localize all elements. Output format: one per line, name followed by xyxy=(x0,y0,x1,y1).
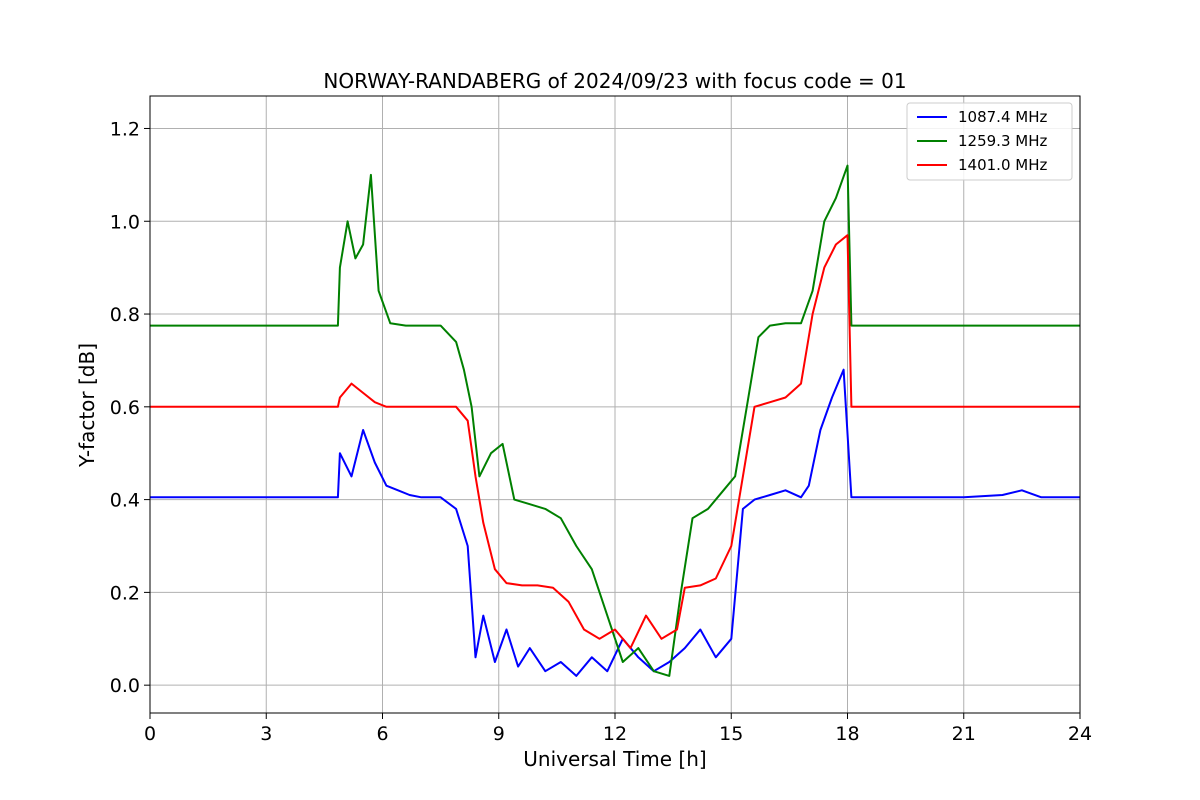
x-tick-label: 0 xyxy=(144,723,156,745)
legend-label-1087: 1087.4 MHz xyxy=(958,108,1047,126)
series-line-1401-0-mhz xyxy=(150,234,1080,650)
x-tick-label: 3 xyxy=(260,723,272,745)
x-tick-label: 21 xyxy=(952,723,976,745)
x-tick-label: 9 xyxy=(493,723,505,745)
series-line-1259-3-mhz xyxy=(150,164,1080,677)
x-tick-label: 12 xyxy=(603,723,627,745)
y-tick-label: 0.2 xyxy=(110,582,140,604)
y-axis-label: Y-factor [dB] xyxy=(75,343,99,468)
y-tick-label: 0.8 xyxy=(110,304,140,326)
x-tick-label: 24 xyxy=(1068,723,1092,745)
ticks: 0 3 6 9 12 15 18 21 24 0.0 0.2 0.4 0.6 0.8 1.0 1.2 xyxy=(110,118,1092,745)
grid xyxy=(149,96,1081,713)
legend-box xyxy=(906,102,1073,181)
chart-title: NORWAY-RANDABERG of 2024/09/23 with focu… xyxy=(323,69,906,93)
y-tick-label: 1.0 xyxy=(110,211,140,233)
series-layer xyxy=(150,164,1080,677)
legend-label-1401: 1401.0 MHz xyxy=(958,156,1047,174)
x-tick-label: 6 xyxy=(376,723,388,745)
y-tick-label: 0.0 xyxy=(110,675,140,697)
x-tick-label: 15 xyxy=(719,723,743,745)
x-tick-label: 18 xyxy=(835,723,859,745)
legend: 1087.4 MHz 1259.3 MHz 1401.0 MHz xyxy=(906,102,1073,181)
y-tick-label: 1.2 xyxy=(110,118,140,140)
legend-label-1259: 1259.3 MHz xyxy=(958,132,1047,150)
y-tick-label: 0.6 xyxy=(110,397,140,419)
x-axis-label: Universal Time [h] xyxy=(523,747,706,771)
y-tick-label: 0.4 xyxy=(110,490,140,512)
